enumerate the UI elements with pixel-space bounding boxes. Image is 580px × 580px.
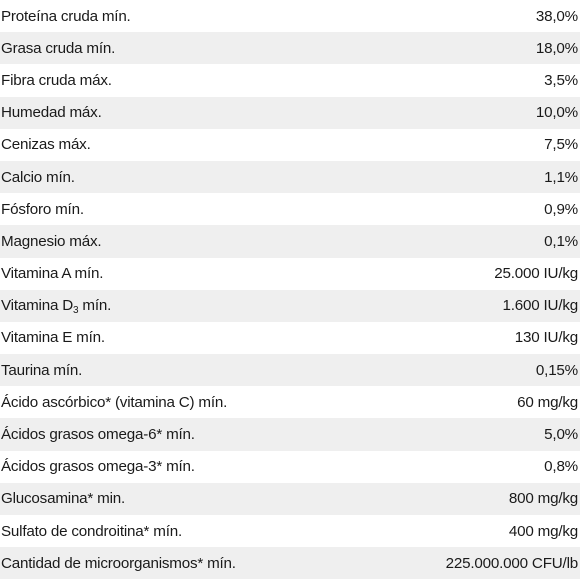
row-value: 25.000 IU/kg <box>494 265 578 283</box>
row-label-subscript: 3 <box>73 305 79 317</box>
row-label: Ácidos grasos omega-3* mín. <box>1 458 195 476</box>
row-value: 3,5% <box>544 71 578 89</box>
table-row-omega-6: Ácidos grasos omega-6* mín. 5,0% <box>0 418 580 451</box>
table-row-fiber: Fibra cruda máx. 3,5% <box>0 64 580 97</box>
table-row-fat: Grasa cruda mín. 18,0% <box>0 32 580 65</box>
table-row-moisture: Humedad máx. 10,0% <box>0 96 580 129</box>
row-label: Cenizas máx. <box>1 136 91 154</box>
row-value: 7,5% <box>544 136 578 154</box>
table-row-vitamin-d3: Vitamina D3 mín. 1.600 IU/kg <box>0 289 580 322</box>
table-row-ash: Cenizas máx. 7,5% <box>0 128 580 161</box>
row-value: 400 mg/kg <box>508 522 578 540</box>
row-label: Ácidos grasos omega-6* mín. <box>1 426 195 444</box>
table-row-calcium: Calcio mín. 1,1% <box>0 160 580 194</box>
table-row-ascorbic-acid: Ácido ascórbico* (vitamina C) mín. 60 mg… <box>0 386 580 419</box>
row-label: Grasa cruda mín. <box>1 39 116 57</box>
row-label: Ácido ascórbico* (vitamina C) mín. <box>1 393 228 411</box>
row-value: 0,1% <box>544 232 578 250</box>
row-label: Calcio mín. <box>1 168 75 186</box>
table-row-vitamin-e: Vitamina E mín. 130 IU/kg <box>0 321 580 355</box>
row-value: 800 mg/kg <box>508 490 578 508</box>
row-value: 60 mg/kg <box>517 393 578 411</box>
row-label: Proteína cruda mín. <box>1 7 131 25</box>
table-row-omega-3: Ácidos grasos omega-3* mín. 0,8% <box>0 450 580 483</box>
row-value: 5,0% <box>544 426 578 444</box>
row-label: Vitamina E mín. <box>1 329 105 347</box>
row-label: Fósforo mín. <box>1 200 84 218</box>
row-label: Humedad máx. <box>1 104 102 122</box>
row-label-pre: Vitamina D <box>1 297 74 315</box>
row-label-post: mín. <box>78 297 112 315</box>
row-value: 1.600 IU/kg <box>502 297 579 315</box>
row-label: Sulfato de condroitina* mín. <box>1 522 182 540</box>
table-row-phosphorus: Fósforo mín. 0,9% <box>0 193 580 226</box>
row-value: 38,0% <box>535 7 578 25</box>
row-label: Glucosamina* min. <box>1 490 126 508</box>
table-row-microorganisms: Cantidad de microorganismos* mín. 225.00… <box>0 547 580 580</box>
row-label: Taurina mín. <box>1 361 83 379</box>
row-label: Cantidad de microorganismos* mín. <box>1 554 236 572</box>
table-row-glucosamine: Glucosamina* min. 800 mg/kg <box>0 482 580 515</box>
row-label: Fibra cruda máx. <box>1 71 112 89</box>
table-row-vitamin-a: Vitamina A mín. 25.000 IU/kg <box>0 257 580 290</box>
table-row-protein: Proteína cruda mín. 38,0% <box>0 0 580 33</box>
table-row-chondroitin: Sulfato de condroitina* mín. 400 mg/kg <box>0 515 580 548</box>
row-value: 1,1% <box>544 168 578 186</box>
table-row-taurine: Taurina mín. 0,15% <box>0 354 580 387</box>
row-value: 0,15% <box>535 361 578 379</box>
row-label: Vitamina A mín. <box>1 265 104 283</box>
row-label: Vitamina D3 mín. <box>1 297 112 317</box>
row-value: 0,9% <box>544 200 578 218</box>
table-row-magnesium: Magnesio máx. 0,1% <box>0 225 580 258</box>
row-value: 18,0% <box>535 39 578 57</box>
row-value: 10,0% <box>535 104 578 122</box>
row-value: 225.000.000 CFU/lb <box>445 554 579 572</box>
row-label: Magnesio máx. <box>1 232 102 250</box>
row-value: 130 IU/kg <box>514 329 578 347</box>
row-value: 0,8% <box>544 458 578 476</box>
